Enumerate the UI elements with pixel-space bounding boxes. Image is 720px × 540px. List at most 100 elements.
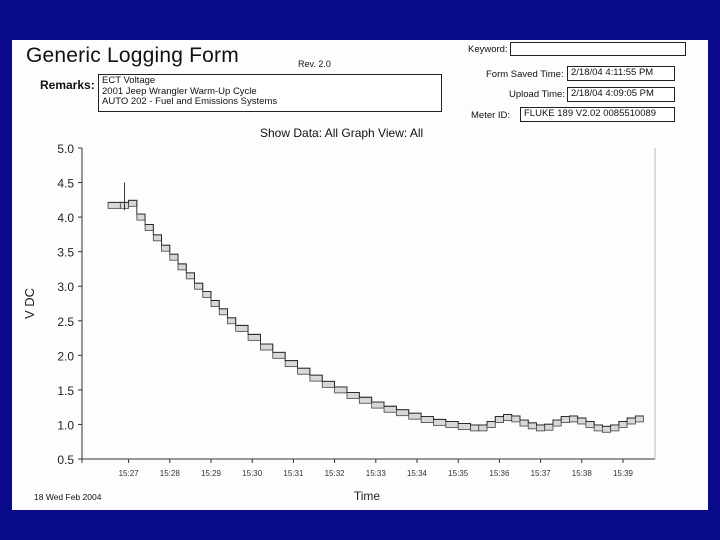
data-step xyxy=(503,414,513,421)
data-step xyxy=(334,386,348,394)
remarks-field[interactable]: ECT Voltage 2001 Jeep Wrangler Warm-Up C… xyxy=(98,74,442,112)
data-step xyxy=(626,417,636,425)
data-step xyxy=(185,272,195,280)
data-step xyxy=(321,380,335,388)
keyword-field[interactable] xyxy=(510,42,686,56)
x-tick-label: 15:31 xyxy=(283,469,304,478)
data-step xyxy=(560,416,570,424)
x-axis-title: Time xyxy=(354,489,381,503)
show-data-label: Show Data: All Graph View: All xyxy=(260,126,424,140)
data-step xyxy=(486,421,496,428)
x-tick-label: 15:36 xyxy=(489,469,510,478)
form-saved-field[interactable]: 2/18/04 4:11:55 PM xyxy=(567,66,675,81)
x-tick-label: 15:37 xyxy=(531,469,552,478)
x-tick-label: 15:27 xyxy=(119,469,140,478)
data-step xyxy=(544,423,554,431)
data-step xyxy=(610,424,620,432)
remarks-line: ECT Voltage xyxy=(102,75,156,86)
chart-axes xyxy=(81,148,656,463)
data-step xyxy=(227,317,237,325)
y-tick-label: 3.5 xyxy=(57,246,74,260)
x-tick-label: 15:30 xyxy=(242,469,263,478)
data-step xyxy=(107,201,121,209)
data-step xyxy=(395,409,410,417)
data-step xyxy=(346,392,360,399)
x-tick-label: 15:38 xyxy=(572,469,593,478)
y-tick-label: 4.0 xyxy=(57,211,74,225)
data-step xyxy=(519,419,529,427)
data-step xyxy=(358,396,373,404)
y-tick-label: 0.5 xyxy=(57,453,74,467)
series-line xyxy=(108,199,644,427)
remarks-label: Remarks: xyxy=(40,78,95,92)
plot-area xyxy=(107,182,644,433)
data-step xyxy=(634,415,644,423)
data-step xyxy=(161,244,171,252)
data-step xyxy=(144,224,154,231)
meter-id-label: Meter ID: xyxy=(471,110,511,121)
revision-label: Rev. 2.0 xyxy=(298,59,331,69)
y-tick-label: 2.5 xyxy=(57,315,74,329)
data-step xyxy=(420,416,434,424)
data-step xyxy=(169,253,179,261)
data-step xyxy=(478,424,488,432)
upload-time-field[interactable]: 2/18/04 4:09:05 PM xyxy=(567,87,675,102)
data-step xyxy=(569,415,579,423)
x-tick-label: 15:29 xyxy=(201,469,222,478)
form-title: Generic Logging Form xyxy=(26,44,239,67)
data-step xyxy=(309,374,323,382)
data-step xyxy=(371,401,385,409)
data-step xyxy=(272,351,286,359)
remarks-line: AUTO 202 - Fuel and Emissions Systems xyxy=(102,96,278,107)
data-step xyxy=(618,421,628,428)
voltage-chart: 5.0 4.5 4.0 3.5 3.0 2.5 2.0 1.5 1.0 0.5 V DC 15:27… xyxy=(22,142,656,503)
data-step xyxy=(527,422,537,430)
data-step xyxy=(260,343,274,351)
y-axis-title: V DC xyxy=(22,288,37,319)
data-step xyxy=(177,263,187,271)
data-step xyxy=(383,405,397,413)
y-axis-ticks: 5.0 4.5 4.0 3.5 3.0 2.5 2.0 1.5 1.0 0.5 V DC xyxy=(22,142,82,467)
x-tick-label: 15:32 xyxy=(325,469,346,478)
meter-id-field[interactable]: FLUKE 189 V2.02 0085510089 xyxy=(520,107,675,122)
data-step xyxy=(152,234,162,242)
y-tick-label: 3.0 xyxy=(57,280,74,294)
footer-date: 18 Wed Feb 2004 xyxy=(34,492,102,502)
data-step xyxy=(470,424,480,432)
data-step xyxy=(202,291,212,298)
data-step xyxy=(218,308,228,316)
data-step xyxy=(247,333,261,341)
data-step xyxy=(408,412,422,420)
data-step xyxy=(602,425,612,433)
x-tick-label: 15:34 xyxy=(407,469,428,478)
data-step xyxy=(128,199,138,207)
keyword-label: Keyword: xyxy=(468,44,508,55)
x-axis-ticks: 15:27 15:28 15:29 15:30 15:31 15:32 15:33 15:34… xyxy=(119,459,634,503)
data-step xyxy=(284,360,298,368)
data-step xyxy=(494,416,504,424)
x-tick-label: 15:33 xyxy=(366,469,387,478)
form-saved-label: Form Saved Time: xyxy=(486,69,564,80)
data-step xyxy=(297,367,311,375)
y-tick-label: 5.0 xyxy=(57,142,74,156)
data-step xyxy=(593,424,603,432)
data-step xyxy=(210,300,220,307)
upload-time-label: Upload Time: xyxy=(509,89,565,100)
data-step xyxy=(445,421,459,428)
data-step xyxy=(552,419,562,427)
data-step xyxy=(536,424,546,432)
data-step xyxy=(585,421,595,428)
logging-form: Generic Logging Form Rev. 2.0 Keyword: R… xyxy=(12,40,708,510)
data-step xyxy=(136,213,146,221)
data-step xyxy=(511,415,521,423)
x-tick-label: 15:28 xyxy=(160,469,181,478)
x-tick-label: 15:35 xyxy=(448,469,469,478)
data-step xyxy=(433,418,447,426)
y-tick-label: 2.0 xyxy=(57,349,74,363)
remarks-line: 2001 Jeep Wrangler Warm-Up Cycle xyxy=(102,85,257,97)
data-step xyxy=(235,324,249,332)
data-step xyxy=(194,282,204,290)
y-tick-label: 1.5 xyxy=(57,384,74,398)
y-tick-label: 4.5 xyxy=(57,177,74,191)
data-step xyxy=(577,417,587,425)
